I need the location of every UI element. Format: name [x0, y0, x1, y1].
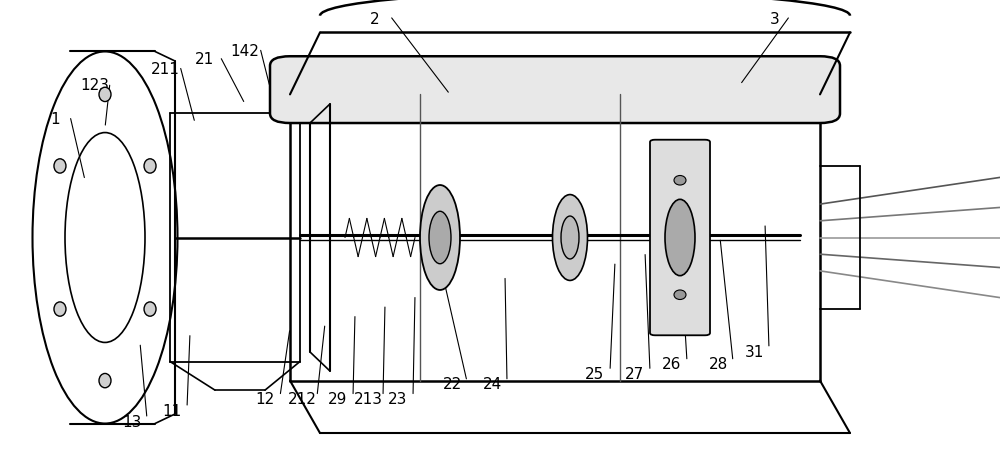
Text: 27: 27: [625, 366, 645, 381]
Text: 3: 3: [770, 11, 780, 27]
Text: 142: 142: [231, 43, 259, 59]
Ellipse shape: [144, 302, 156, 317]
Text: 31: 31: [744, 344, 764, 359]
FancyBboxPatch shape: [650, 140, 710, 336]
Text: 2: 2: [370, 11, 380, 27]
Text: 21: 21: [195, 52, 215, 67]
Text: 26: 26: [662, 357, 682, 372]
Ellipse shape: [674, 176, 686, 186]
Ellipse shape: [665, 200, 695, 276]
Ellipse shape: [99, 374, 111, 388]
Text: 11: 11: [162, 403, 182, 418]
Ellipse shape: [54, 302, 66, 317]
Text: 123: 123: [80, 78, 110, 93]
Ellipse shape: [54, 159, 66, 174]
Text: 29: 29: [328, 391, 348, 407]
Text: 28: 28: [708, 357, 728, 372]
Text: 212: 212: [288, 391, 316, 407]
Ellipse shape: [420, 186, 460, 290]
Text: 24: 24: [482, 377, 502, 392]
Ellipse shape: [144, 159, 156, 174]
Ellipse shape: [561, 217, 579, 259]
Text: 25: 25: [585, 366, 605, 381]
Text: 22: 22: [442, 377, 462, 392]
Text: 13: 13: [122, 414, 142, 429]
FancyBboxPatch shape: [270, 57, 840, 124]
Text: 211: 211: [151, 61, 179, 77]
Text: 23: 23: [388, 391, 408, 407]
Ellipse shape: [429, 212, 451, 264]
Ellipse shape: [552, 195, 588, 281]
Text: 1: 1: [50, 111, 60, 127]
Ellipse shape: [99, 88, 111, 102]
Ellipse shape: [674, 290, 686, 300]
Text: 12: 12: [255, 391, 275, 407]
Text: 213: 213: [354, 391, 382, 407]
